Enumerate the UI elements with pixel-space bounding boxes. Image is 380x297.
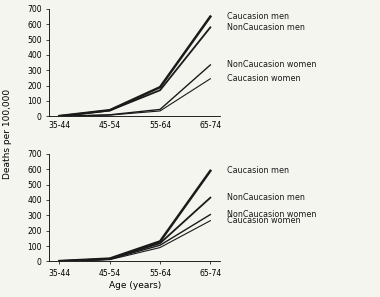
Text: NonCaucasion men: NonCaucasion men [227, 193, 305, 202]
Text: Caucasion men: Caucasion men [227, 166, 289, 175]
Text: NonCaucasion women: NonCaucasion women [227, 210, 317, 219]
Text: Caucasion women: Caucasion women [227, 216, 301, 225]
Text: NonCaucasion men: NonCaucasion men [227, 23, 305, 32]
Text: Deaths per 100,000: Deaths per 100,000 [3, 89, 12, 179]
Text: NonCaucasion women: NonCaucasion women [227, 60, 317, 69]
Text: Caucasion women: Caucasion women [227, 74, 301, 83]
Text: Caucasion men: Caucasion men [227, 12, 289, 21]
X-axis label: Age (years): Age (years) [109, 281, 161, 290]
